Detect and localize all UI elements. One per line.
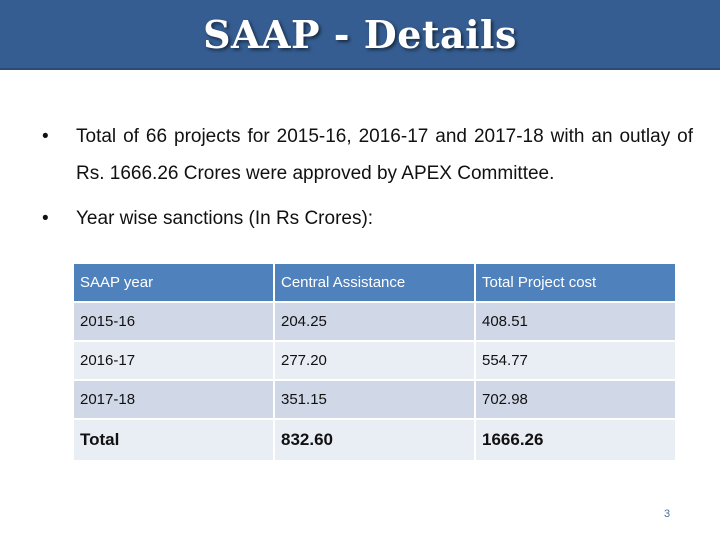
sanctions-table: SAAP year Central Assistance Total Proje… bbox=[72, 262, 677, 462]
table-cell: 702.98 bbox=[476, 381, 675, 418]
table-cell: 554.77 bbox=[476, 342, 675, 379]
bullet-item: • Year wise sanctions (In Rs Crores): bbox=[38, 200, 693, 237]
table-row: 2017-18 351.15 702.98 bbox=[74, 381, 675, 418]
header-cell: Total Project cost bbox=[476, 264, 675, 301]
table-cell: 351.15 bbox=[275, 381, 474, 418]
total-cell: 832.60 bbox=[275, 420, 474, 460]
table-total-row: Total 832.60 1666.26 bbox=[74, 420, 675, 460]
bullet-item: • Total of 66 projects for 2015-16, 2016… bbox=[38, 118, 693, 192]
bullet-list: • Total of 66 projects for 2015-16, 2016… bbox=[38, 118, 693, 237]
bullet-text: Total of 66 projects for 2015-16, 2016-1… bbox=[76, 126, 693, 184]
header-cell: SAAP year bbox=[74, 264, 273, 301]
bullet-text: Year wise sanctions (In Rs Crores): bbox=[76, 208, 374, 229]
slide-title: SAAP - Details bbox=[203, 11, 517, 57]
table-cell: 2015-16 bbox=[74, 303, 273, 340]
total-cell: Total bbox=[74, 420, 273, 460]
title-bar: SAAP - Details bbox=[0, 0, 720, 70]
header-cell: Central Assistance bbox=[275, 264, 474, 301]
total-cell: 1666.26 bbox=[476, 420, 675, 460]
table-cell: 2016-17 bbox=[74, 342, 273, 379]
table-cell: 2017-18 bbox=[74, 381, 273, 418]
table-cell: 204.25 bbox=[275, 303, 474, 340]
table-cell: 408.51 bbox=[476, 303, 675, 340]
page-number: 3 bbox=[664, 508, 671, 520]
table-cell: 277.20 bbox=[275, 342, 474, 379]
table-row: 2016-17 277.20 554.77 bbox=[74, 342, 675, 379]
table-header-row: SAAP year Central Assistance Total Proje… bbox=[74, 264, 675, 301]
bullet-dot-icon: • bbox=[42, 208, 49, 229]
table-row: 2015-16 204.25 408.51 bbox=[74, 303, 675, 340]
bullet-dot-icon: • bbox=[42, 126, 49, 147]
